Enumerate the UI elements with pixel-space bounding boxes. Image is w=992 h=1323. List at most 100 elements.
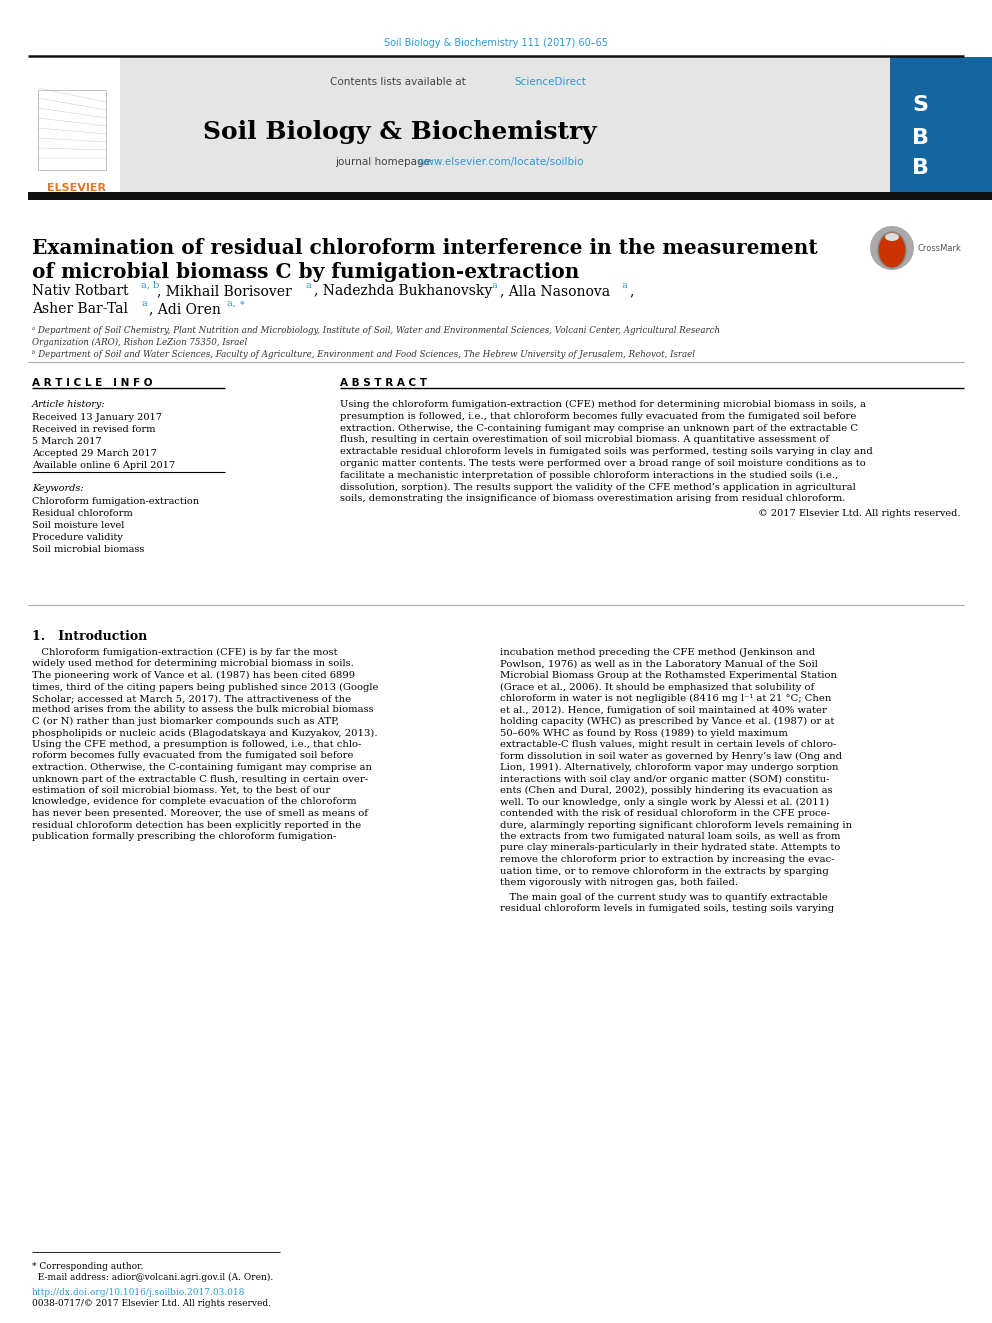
Text: presumption is followed, i.e., that chloroform becomes fully evacuated from the : presumption is followed, i.e., that chlo…	[340, 411, 856, 421]
Text: dure, alarmingly reporting significant chloroform levels remaining in: dure, alarmingly reporting significant c…	[500, 820, 852, 830]
Text: Procedure validity: Procedure validity	[32, 533, 123, 542]
Text: times, third of the citing papers being published since 2013 (Google: times, third of the citing papers being …	[32, 683, 379, 692]
Text: Soil microbial biomass: Soil microbial biomass	[32, 545, 145, 554]
Text: a: a	[306, 280, 311, 290]
Text: Chloroform fumigation-extraction (CFE) is by far the most: Chloroform fumigation-extraction (CFE) i…	[32, 648, 337, 658]
Text: Using the CFE method, a presumption is followed, i.e., that chlo-: Using the CFE method, a presumption is f…	[32, 740, 361, 749]
Text: A R T I C L E   I N F O: A R T I C L E I N F O	[32, 378, 153, 388]
Text: soils, demonstrating the insignificance of biomass overestimation arising from r: soils, demonstrating the insignificance …	[340, 495, 845, 503]
Text: et al., 2012). Hence, fumigation of soil maintained at 40% water: et al., 2012). Hence, fumigation of soil…	[500, 705, 827, 714]
Ellipse shape	[878, 232, 906, 269]
Text: The main goal of the current study was to quantify extractable: The main goal of the current study was t…	[500, 893, 828, 901]
Text: Available online 6 April 2017: Available online 6 April 2017	[32, 460, 176, 470]
Text: , Mikhail Borisover: , Mikhail Borisover	[157, 284, 297, 298]
Text: E-mail address: adior@volcani.agri.gov.il (A. Oren).: E-mail address: adior@volcani.agri.gov.i…	[32, 1273, 273, 1282]
Text: journal homepage:: journal homepage:	[335, 157, 436, 167]
Text: a, ∗: a, ∗	[227, 299, 246, 308]
Text: a: a	[141, 299, 147, 308]
Text: incubation method preceding the CFE method (Jenkinson and: incubation method preceding the CFE meth…	[500, 648, 815, 658]
Text: Lion, 1991). Alternatively, chloroform vapor may undergo sorption: Lion, 1991). Alternatively, chloroform v…	[500, 763, 838, 773]
Text: Contents lists available at: Contents lists available at	[330, 77, 469, 87]
Text: 1.   Introduction: 1. Introduction	[32, 630, 147, 643]
Text: © 2017 Elsevier Ltd. All rights reserved.: © 2017 Elsevier Ltd. All rights reserved…	[758, 509, 960, 519]
Text: uation time, or to remove chloroform in the extracts by sparging: uation time, or to remove chloroform in …	[500, 867, 828, 876]
Text: unknown part of the extractable C flush, resulting in certain over-: unknown part of the extractable C flush,…	[32, 774, 368, 783]
Text: of microbial biomass C by fumigation-extraction: of microbial biomass C by fumigation-ext…	[32, 262, 579, 282]
Bar	[120, 57, 890, 194]
Text: Keywords:: Keywords:	[32, 484, 83, 493]
Text: roform becomes fully evacuated from the fumigated soil before: roform becomes fully evacuated from the …	[32, 751, 353, 761]
Text: Received 13 January 2017: Received 13 January 2017	[32, 413, 162, 422]
Text: Soil Biology & Biochemistry 111 (2017) 60–65: Soil Biology & Biochemistry 111 (2017) 6…	[384, 38, 608, 48]
Text: , Adi Oren: , Adi Oren	[149, 302, 225, 316]
Text: knowledge, evidence for complete evacuation of the chloroform: knowledge, evidence for complete evacuat…	[32, 798, 357, 807]
Text: C (or N) rather than just biomarker compounds such as ATP,: C (or N) rather than just biomarker comp…	[32, 717, 339, 726]
Text: them vigorously with nitrogen gas, both failed.: them vigorously with nitrogen gas, both …	[500, 878, 738, 886]
Text: * Corresponding author.: * Corresponding author.	[32, 1262, 144, 1271]
Text: , Nadezhda Bukhanovsky: , Nadezhda Bukhanovsky	[314, 284, 497, 298]
Text: (Grace et al., 2006). It should be emphasized that solubility of: (Grace et al., 2006). It should be empha…	[500, 683, 814, 692]
Text: B: B	[912, 157, 929, 179]
Text: ScienceDirect: ScienceDirect	[514, 77, 586, 87]
Text: ,: ,	[629, 284, 633, 298]
Text: 50–60% WHC as found by Ross (1989) to yield maximum: 50–60% WHC as found by Ross (1989) to yi…	[500, 729, 788, 738]
Text: , Alla Nasonova: , Alla Nasonova	[500, 284, 614, 298]
Text: facilitate a mechanistic interpretation of possible chloroform interactions in t: facilitate a mechanistic interpretation …	[340, 471, 838, 480]
Text: organic matter contents. The tests were performed over a broad range of soil moi: organic matter contents. The tests were …	[340, 459, 866, 468]
Text: ELSEVIER: ELSEVIER	[48, 183, 106, 193]
Text: Powlson, 1976) as well as in the Laboratory Manual of the Soil: Powlson, 1976) as well as in the Laborat…	[500, 659, 817, 668]
Text: contended with the risk of residual chloroform in the CFE proce-: contended with the risk of residual chlo…	[500, 808, 830, 818]
Bar	[890, 57, 992, 194]
Text: well. To our knowledge, only a single work by Alessi et al. (2011): well. To our knowledge, only a single wo…	[500, 798, 829, 807]
Ellipse shape	[885, 233, 899, 241]
Text: method arises from the ability to assess the bulk microbial biomass: method arises from the ability to assess…	[32, 705, 374, 714]
Text: Received in revised form: Received in revised form	[32, 425, 156, 434]
Text: ᵇ Department of Soil and Water Sciences, Faculty of Agriculture, Environment and: ᵇ Department of Soil and Water Sciences,…	[32, 351, 695, 359]
Text: ents (Chen and Dural, 2002), possibly hindering its evacuation as: ents (Chen and Dural, 2002), possibly hi…	[500, 786, 832, 795]
Text: holding capacity (WHC) as prescribed by Vance et al. (1987) or at: holding capacity (WHC) as prescribed by …	[500, 717, 834, 726]
Text: extractable-C flush values, might result in certain levels of chloro-: extractable-C flush values, might result…	[500, 740, 836, 749]
Text: extractable residual chloroform levels in fumigated soils was performed, testing: extractable residual chloroform levels i…	[340, 447, 873, 456]
Text: estimation of soil microbial biomass. Yet, to the best of our: estimation of soil microbial biomass. Ye…	[32, 786, 330, 795]
Text: Soil Biology & Biochemistry: Soil Biology & Biochemistry	[203, 120, 597, 144]
Text: Scholar; accessed at March 5, 2017). The attractiveness of the: Scholar; accessed at March 5, 2017). The…	[32, 695, 351, 703]
Text: flush, resulting in certain overestimation of soil microbial biomass. A quantita: flush, resulting in certain overestimati…	[340, 435, 829, 445]
Text: publication formally prescribing the chloroform fumigation-: publication formally prescribing the chl…	[32, 832, 336, 841]
Text: dissolution, sorption). The results support the validity of the CFE method’s app: dissolution, sorption). The results supp…	[340, 483, 856, 492]
Text: Microbial Biomass Group at the Rothamsted Experimental Station: Microbial Biomass Group at the Rothamste…	[500, 671, 837, 680]
Text: a: a	[492, 280, 498, 290]
Text: phospholipids or nucleic acids (Blagodatskaya and Kuzyakov, 2013).: phospholipids or nucleic acids (Blagodat…	[32, 729, 378, 738]
Text: Examination of residual chloroform interference in the measurement: Examination of residual chloroform inter…	[32, 238, 817, 258]
Text: a: a	[621, 280, 627, 290]
Text: The pioneering work of Vance et al. (1987) has been cited 6899: The pioneering work of Vance et al. (198…	[32, 671, 355, 680]
Text: interactions with soil clay and/or organic matter (SOM) constitu-: interactions with soil clay and/or organ…	[500, 774, 829, 783]
Text: residual chloroform levels in fumigated soils, testing soils varying: residual chloroform levels in fumigated …	[500, 904, 834, 913]
Circle shape	[870, 226, 914, 270]
Text: 5 March 2017: 5 March 2017	[32, 437, 101, 446]
Text: remove the chloroform prior to extraction by increasing the evac-: remove the chloroform prior to extractio…	[500, 855, 834, 864]
Text: has never been presented. Moreover, the use of smell as means of: has never been presented. Moreover, the …	[32, 808, 368, 818]
Text: Article history:: Article history:	[32, 400, 105, 409]
Text: chloroform in water is not negligible (8416 mg l⁻¹ at 21 °C; Chen: chloroform in water is not negligible (8…	[500, 695, 831, 703]
Text: form dissolution in soil water as governed by Henry’s law (Ong and: form dissolution in soil water as govern…	[500, 751, 842, 761]
Text: residual chloroform detection has been explicitly reported in the: residual chloroform detection has been e…	[32, 820, 361, 830]
Text: extraction. Otherwise, the C-containing fumigant may comprise an: extraction. Otherwise, the C-containing …	[32, 763, 372, 773]
Text: a, b: a, b	[141, 280, 160, 290]
Text: the extracts from two fumigated natural loam soils, as well as from: the extracts from two fumigated natural …	[500, 832, 840, 841]
Text: Organization (ARO), Rishon LeZion 75350, Israel: Organization (ARO), Rishon LeZion 75350,…	[32, 337, 247, 347]
Bar	[28, 57, 120, 194]
Text: Asher Bar-Tal: Asher Bar-Tal	[32, 302, 132, 316]
Text: widely used method for determining microbial biomass in soils.: widely used method for determining micro…	[32, 659, 354, 668]
Text: pure clay minerals-particularly in their hydrated state. Attempts to: pure clay minerals-particularly in their…	[500, 844, 840, 852]
Text: S: S	[912, 95, 928, 115]
Text: Nativ Rotbart: Nativ Rotbart	[32, 284, 133, 298]
Bar	[38, 90, 106, 169]
Text: CrossMark: CrossMark	[918, 243, 962, 253]
Text: Accepted 29 March 2017: Accepted 29 March 2017	[32, 448, 157, 458]
Text: extraction. Otherwise, the C-containing fumigant may comprise an unknown part of: extraction. Otherwise, the C-containing …	[340, 423, 858, 433]
Text: Soil moisture level: Soil moisture level	[32, 521, 124, 531]
Text: Using the chloroform fumigation-extraction (CFE) method for determining microbia: Using the chloroform fumigation-extracti…	[340, 400, 866, 409]
Text: www.elsevier.com/locate/soilbio: www.elsevier.com/locate/soilbio	[418, 157, 584, 167]
Text: http://dx.doi.org/10.1016/j.soilbio.2017.03.018: http://dx.doi.org/10.1016/j.soilbio.2017…	[32, 1289, 245, 1297]
Text: Residual chloroform: Residual chloroform	[32, 509, 133, 519]
